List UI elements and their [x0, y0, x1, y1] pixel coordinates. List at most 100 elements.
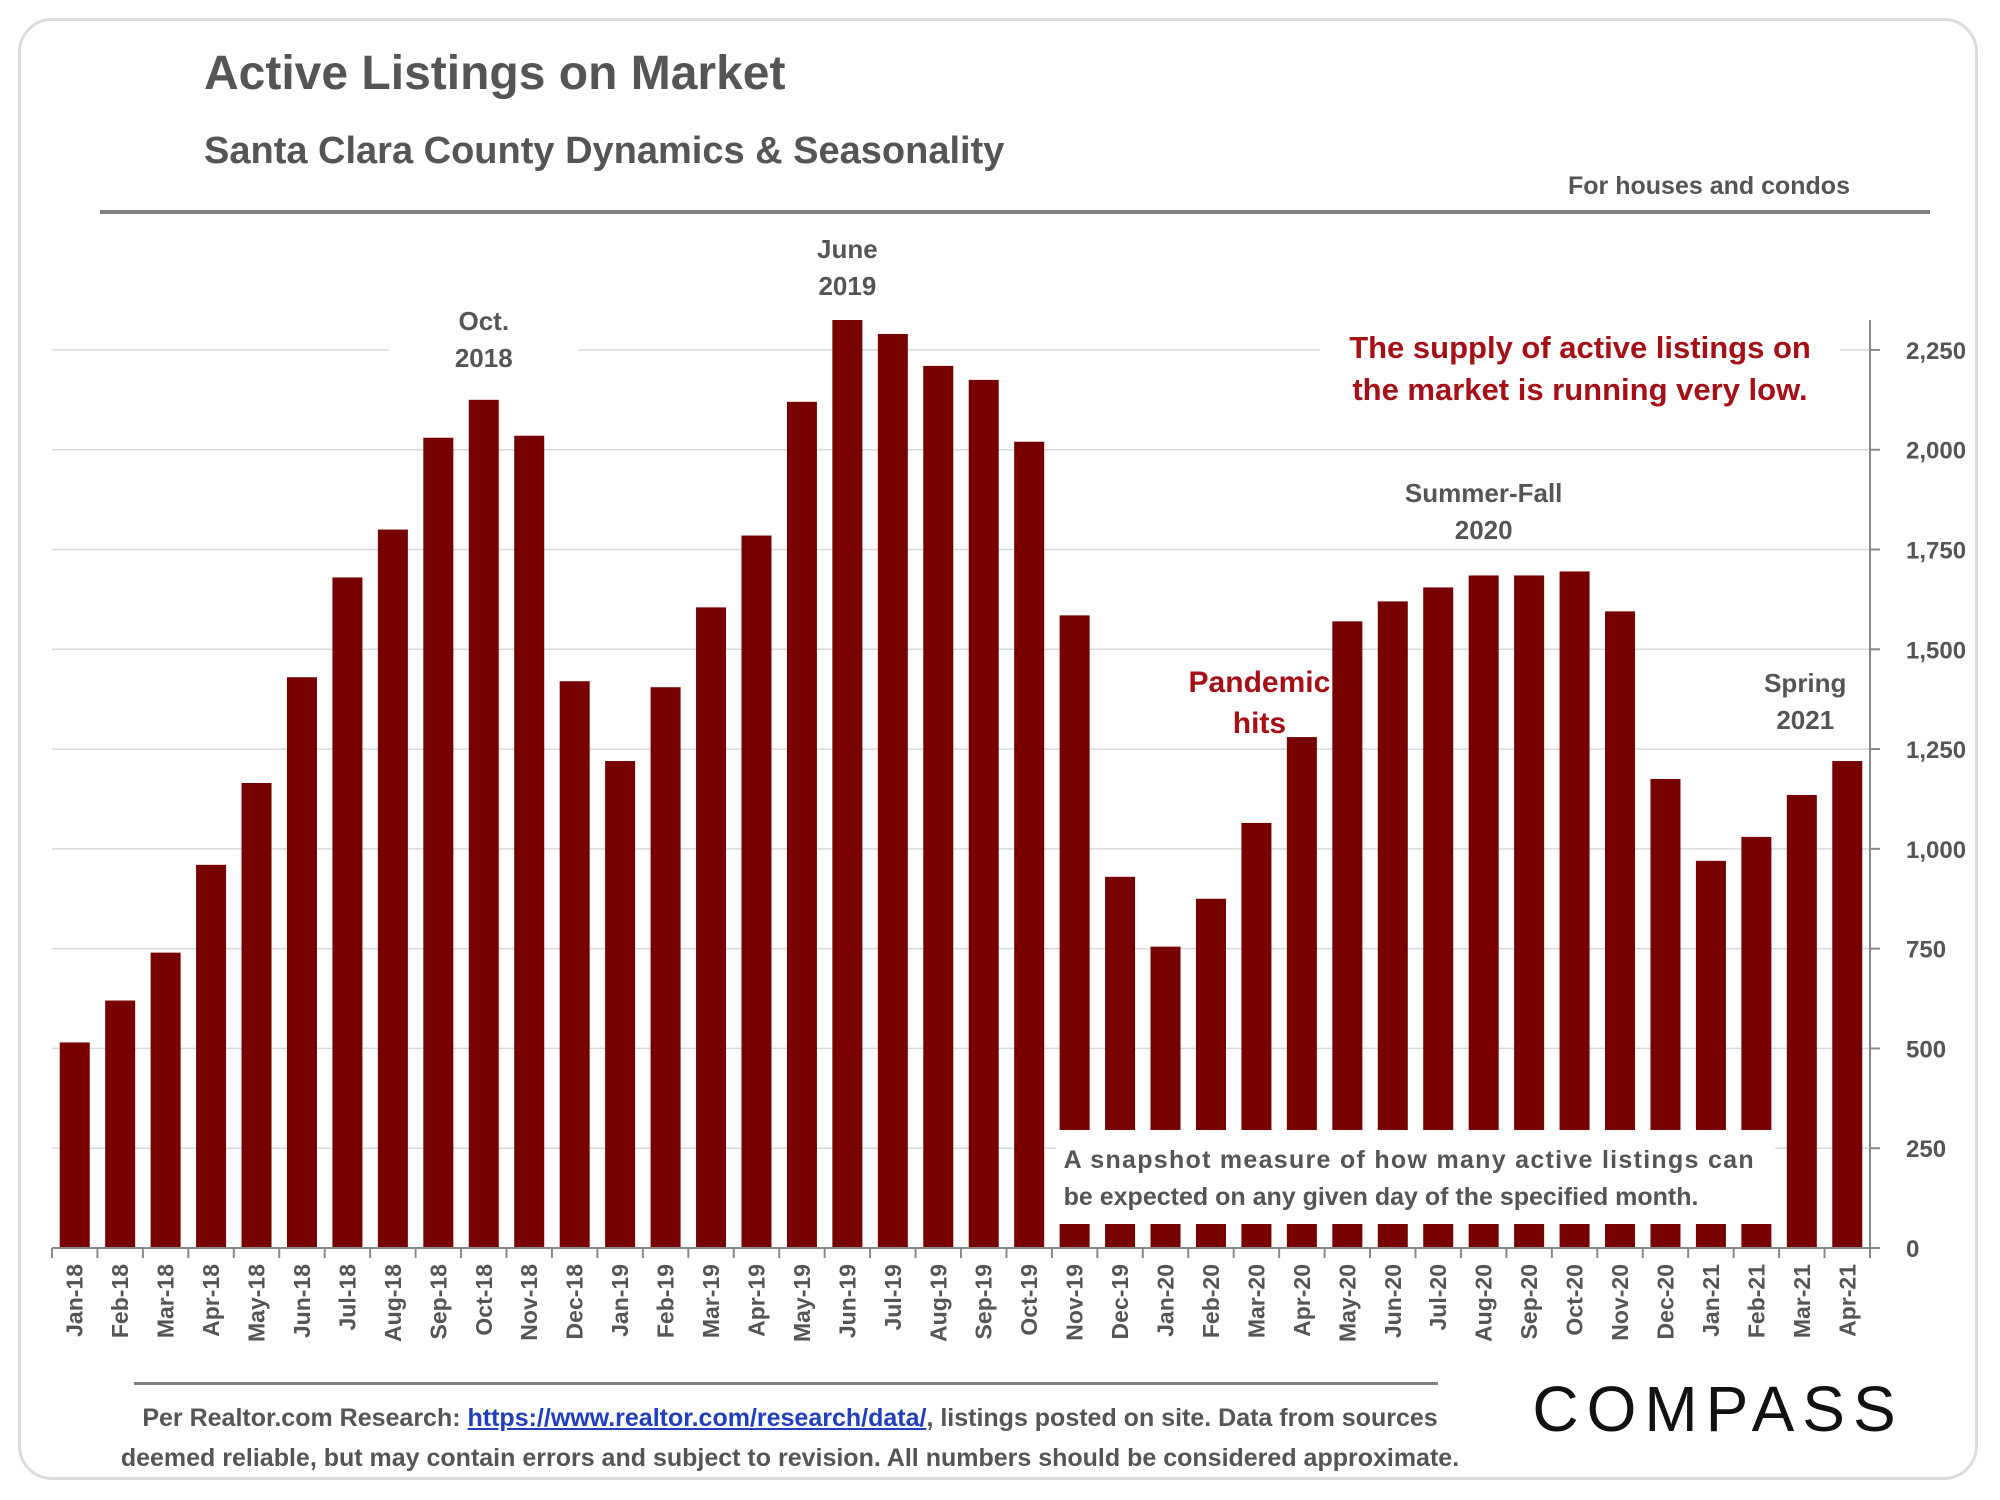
- bar-may-19: [786, 401, 817, 1248]
- x-tick-label: Jul-18: [334, 1264, 360, 1331]
- axes: [51, 320, 1880, 1258]
- chart-subtitle: Santa Clara County Dynamics & Seasonalit…: [204, 130, 1005, 172]
- y-tick-label: 1,000: [1906, 837, 1966, 864]
- scope-note: For houses and condos: [1568, 172, 1850, 200]
- x-tick-label: Dec-18: [562, 1264, 588, 1340]
- x-tick-label: Feb-21: [1743, 1264, 1769, 1338]
- annotation-oct-2018-line-1: Oct.: [458, 306, 509, 336]
- chart-title: Active Listings on Market: [204, 47, 786, 100]
- y-tick-label: 2,250: [1906, 338, 1966, 365]
- bar-jun-18: [286, 677, 317, 1248]
- header-divider: [100, 210, 1930, 214]
- bar-may-18: [241, 783, 272, 1248]
- y-tick-label: 500: [1906, 1036, 1946, 1063]
- bar-feb-19: [650, 687, 681, 1248]
- source-note: Per Realtor.com Research: https://www.re…: [120, 1398, 1460, 1478]
- annotation-pandemic-line-1: Pandemic: [1189, 666, 1331, 699]
- x-tick-label: Sep-19: [971, 1264, 997, 1339]
- x-tick-label: Mar-20: [1243, 1264, 1269, 1338]
- y-tick-label: 250: [1906, 1136, 1946, 1163]
- x-tick-label: Jul-19: [880, 1264, 906, 1330]
- bar-mar-18: [150, 952, 181, 1248]
- x-tick-label: Jun-20: [1380, 1264, 1406, 1338]
- x-tick-label: Feb-19: [653, 1264, 679, 1338]
- y-tick-label: 1,250: [1906, 737, 1966, 764]
- x-tick-label: Nov-19: [1062, 1264, 1088, 1341]
- x-tick-label: May-18: [244, 1264, 270, 1342]
- bar-jan-18: [59, 1042, 90, 1248]
- bar-dec-18: [559, 681, 590, 1248]
- x-tick-label: Oct-20: [1562, 1264, 1588, 1336]
- x-tick-label: Dec-19: [1107, 1264, 1133, 1339]
- y-tick-label: 1,500: [1906, 637, 1966, 664]
- x-tick-label: Feb-20: [1198, 1264, 1224, 1338]
- bar-jul-19: [877, 333, 908, 1249]
- annotation-oct-2018-line-2: 2018: [455, 343, 513, 373]
- gridlines: [52, 300, 1870, 1149]
- annotation-summer-fall-2020-line-1: Summer-Fall: [1405, 478, 1563, 508]
- x-tick-label: Mar-21: [1789, 1264, 1815, 1338]
- x-tick-label: Apr-18: [198, 1264, 224, 1337]
- bar-oct-19: [1014, 441, 1045, 1248]
- x-tick-label: Jul-20: [1425, 1264, 1451, 1330]
- y-tick-label: 750: [1906, 937, 1946, 964]
- x-tick-label: Nov-20: [1607, 1264, 1633, 1341]
- x-tick-label: Sep-20: [1516, 1264, 1542, 1339]
- source-prefix: Per Realtor.com Research:: [142, 1404, 468, 1432]
- annotation-spring-2021-line-2: 2021: [1776, 705, 1834, 735]
- y-tick-labels: 0 250 500 750 1,000 1,250 1,500 1,750 2,000 2,250: [1906, 338, 1966, 1263]
- x-tick-label: Jun-18: [289, 1264, 315, 1338]
- source-link[interactable]: https://www.realtor.com/research/data/: [467, 1404, 927, 1432]
- x-tick-label: May-20: [1334, 1264, 1360, 1342]
- bar-sep-18: [423, 437, 454, 1249]
- x-tick-labels: Jan-18 Feb-18 Mar-18 Apr-18 May-18 Jun-18 Jul-…: [62, 1264, 1861, 1342]
- bar-jul-18: [332, 577, 363, 1248]
- bar-nov-18: [514, 435, 545, 1248]
- annotation-spring-2021-line-1: Spring: [1764, 668, 1846, 698]
- snapshot-note-background: [1055, 1130, 1776, 1224]
- snapshot-note-line-2: be expected on any given day of the spec…: [1064, 1183, 1699, 1211]
- x-tick-label: Mar-19: [698, 1264, 724, 1338]
- x-tick-label: Dec-20: [1652, 1264, 1678, 1339]
- snapshot-note-box: A snapshot measure of how many active li…: [1055, 1130, 1776, 1224]
- annotations: Oct. 2018 June 2019 Summer-Fall 2020 Spr…: [455, 234, 1847, 740]
- y-tick-label: 2,000: [1906, 438, 1966, 465]
- bar-jan-19: [605, 761, 636, 1248]
- bar-sep-19: [968, 379, 999, 1248]
- annotation-summer-fall-2020-line-2: 2020: [1455, 515, 1513, 545]
- x-tick-label: Oct-18: [471, 1264, 497, 1336]
- label-mask: [388, 300, 579, 380]
- annotation-pandemic-line-2: hits: [1233, 707, 1286, 740]
- x-tick-label: Jan-21: [1698, 1264, 1724, 1337]
- bar-aug-19: [923, 365, 954, 1248]
- bar-feb-18: [105, 1000, 136, 1248]
- compass-logo: COMPASS: [1532, 1373, 1904, 1445]
- annotation-june-2019-line-1: June: [817, 234, 878, 264]
- bar-apr-18: [196, 864, 227, 1248]
- source-suffix: , listings posted on site. Data from sou…: [926, 1404, 1438, 1432]
- x-tick-label: Aug-20: [1471, 1264, 1497, 1342]
- bar-apr-19: [741, 535, 772, 1248]
- y-tick-label: 1,750: [1906, 538, 1966, 565]
- x-tick-label: Jun-19: [834, 1264, 860, 1338]
- bar-mar-19: [696, 607, 727, 1248]
- snapshot-note-line-1: A snapshot measure of how many active li…: [1064, 1146, 1754, 1174]
- x-tick-label: Apr-20: [1289, 1264, 1315, 1337]
- bar-oct-18: [468, 399, 499, 1248]
- x-tick-label: Sep-18: [425, 1264, 451, 1340]
- x-tick-label: Mar-18: [153, 1264, 179, 1338]
- footer-divider: [134, 1382, 1438, 1385]
- x-tick-label: Jan-19: [607, 1264, 633, 1337]
- x-tick-label: Oct-19: [1016, 1264, 1042, 1336]
- y-tick-label: 0: [1906, 1236, 1919, 1263]
- bar-jun-19: [832, 320, 863, 1248]
- bar-mar-21: [1786, 794, 1817, 1248]
- bar-aug-18: [377, 529, 408, 1248]
- supply-callout-line-2: the market is running very low.: [1352, 372, 1807, 407]
- supply-callout-line-1: The supply of active listings on: [1349, 330, 1811, 365]
- bars: [59, 320, 1863, 1249]
- x-tick-label: Feb-18: [107, 1264, 133, 1338]
- source-line-2: deemed reliable, but may contain errors …: [120, 1444, 1460, 1472]
- annotation-june-2019-line-2: 2019: [818, 271, 876, 301]
